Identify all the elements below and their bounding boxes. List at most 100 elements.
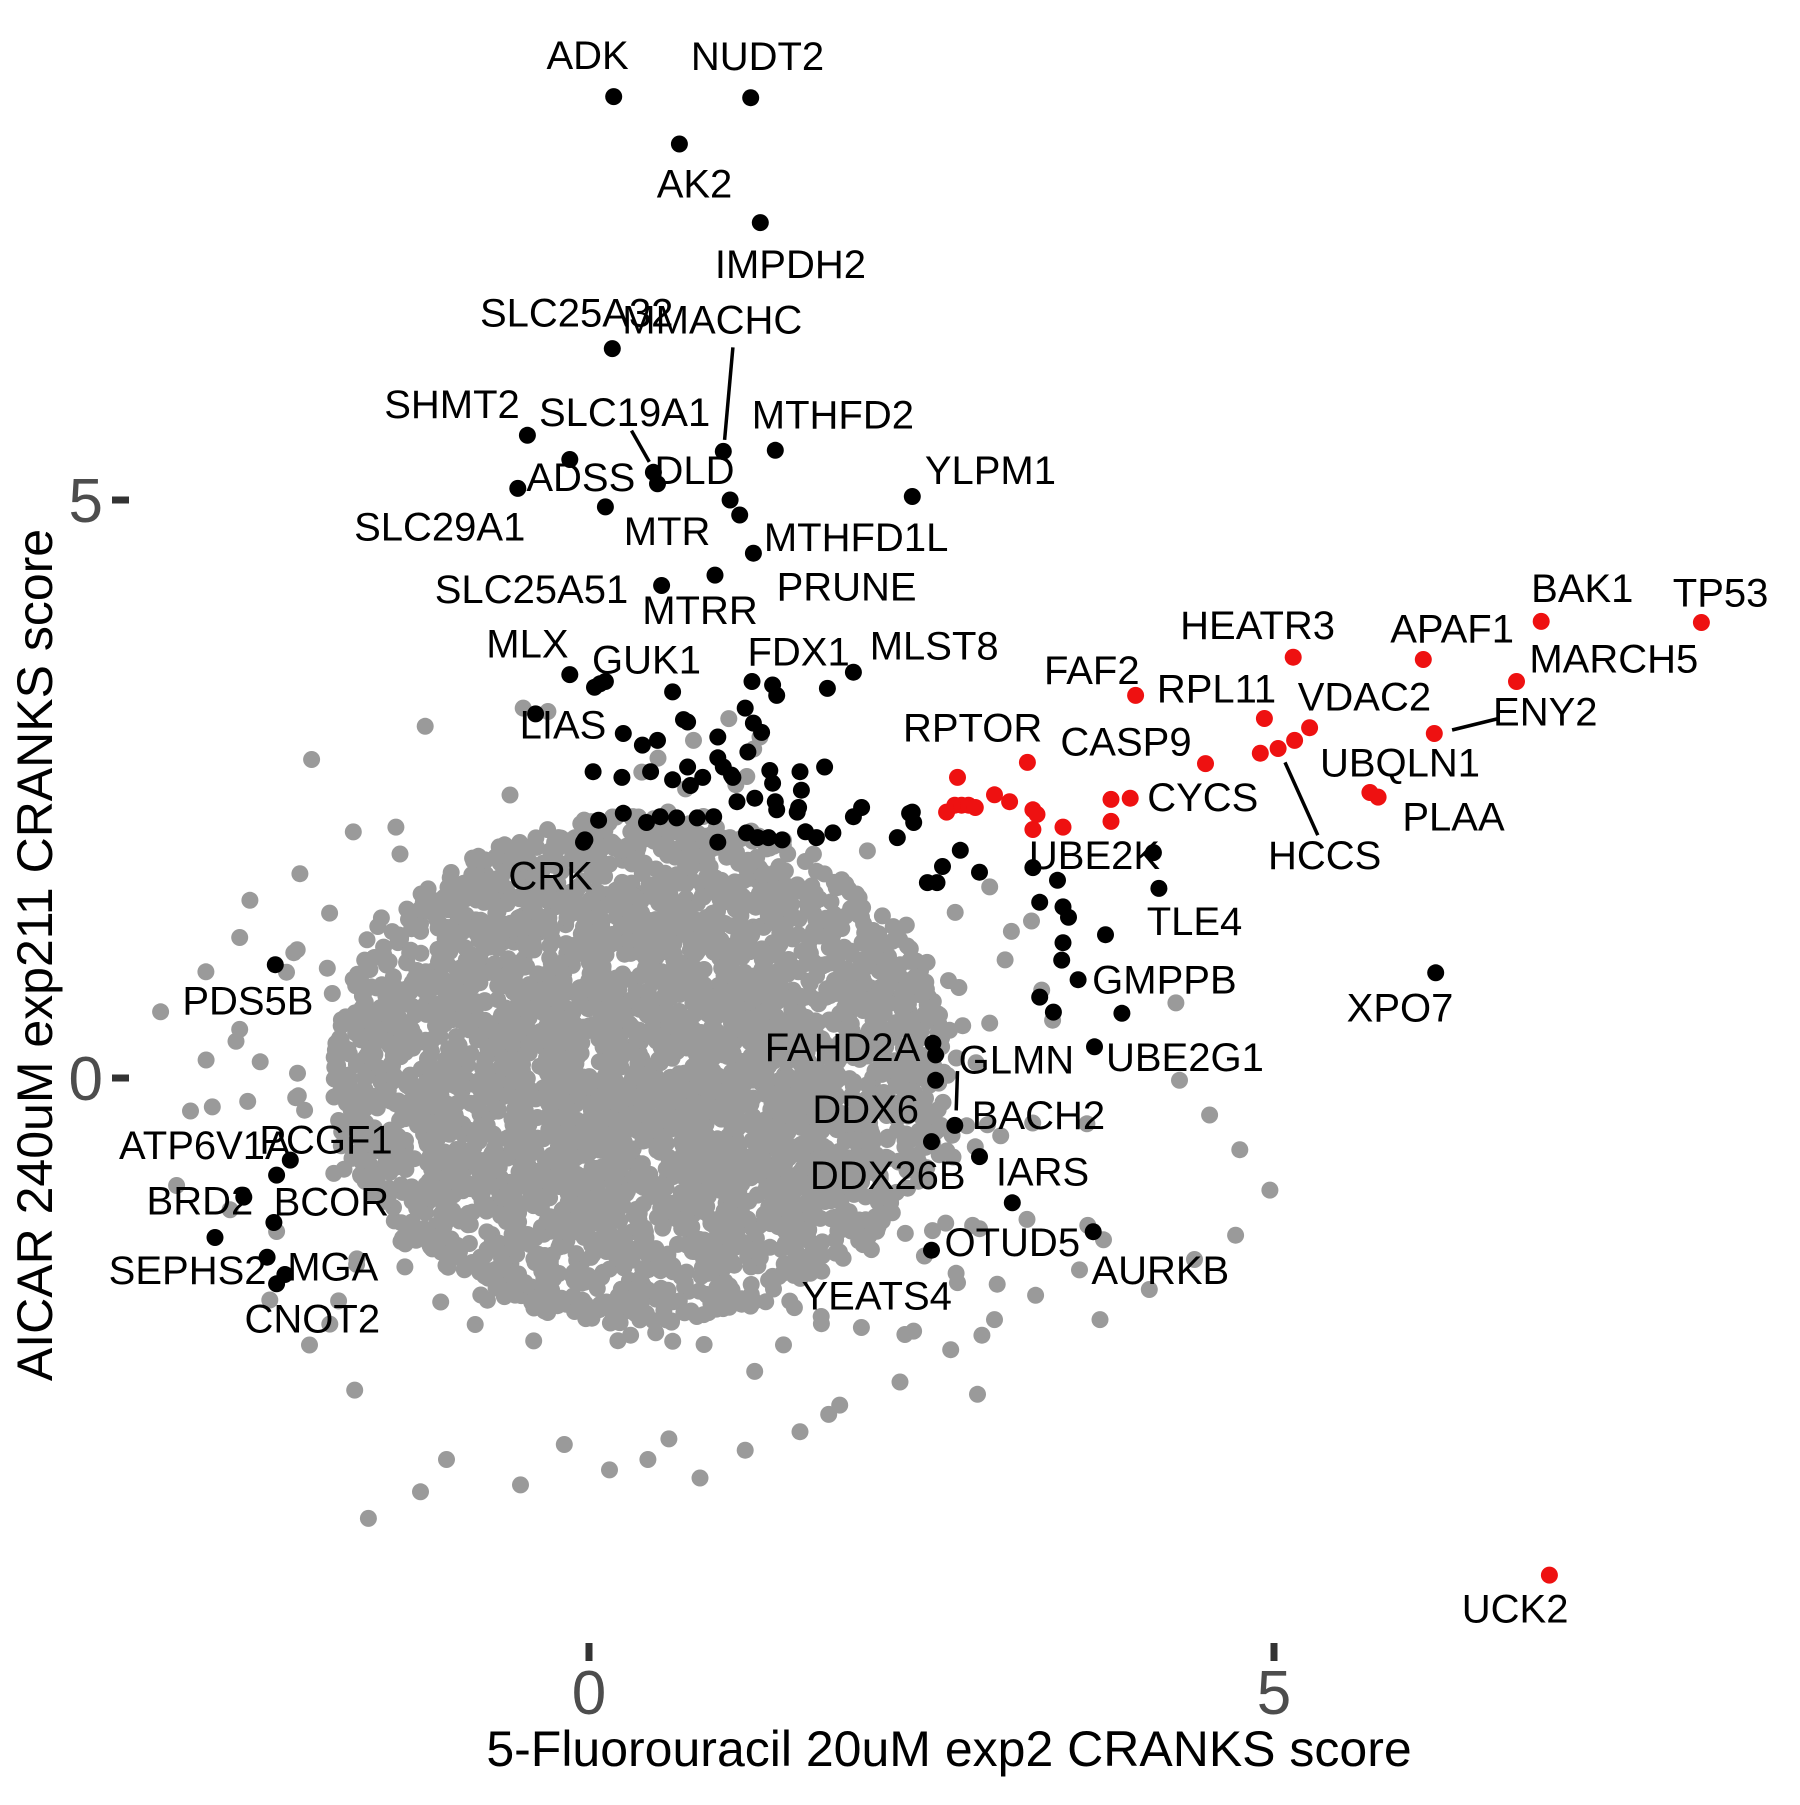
- background-point: [770, 1192, 788, 1210]
- background-point: [681, 858, 699, 876]
- background-point: [700, 1304, 717, 1322]
- gene-label-MARCH5: MARCH5: [1529, 637, 1698, 681]
- background-point: [556, 1222, 574, 1240]
- background-point: [289, 1087, 307, 1105]
- background-point: [471, 1263, 489, 1281]
- background-point: [398, 1076, 416, 1094]
- background-point: [869, 1002, 887, 1020]
- background-point: [548, 1126, 566, 1144]
- data-point-CNOT2: [268, 1275, 286, 1293]
- background-point: [549, 1081, 567, 1099]
- background-point: [556, 1174, 574, 1192]
- background-point: [954, 1017, 972, 1035]
- background-point: [680, 1115, 698, 1133]
- background-point: [748, 1126, 766, 1144]
- background-point: [432, 1293, 450, 1311]
- hit-point-black: [584, 763, 602, 781]
- background-point: [1071, 1261, 1088, 1279]
- hit-point-black: [709, 833, 727, 851]
- background-point: [762, 896, 780, 913]
- gene-label-ENY2: ENY2: [1493, 691, 1598, 735]
- hit-point-red: [1102, 790, 1120, 808]
- background-point: [899, 995, 917, 1013]
- data-point-FAF2: [1127, 686, 1145, 704]
- background-point: [493, 867, 511, 885]
- background-point: [421, 1035, 439, 1053]
- background-point: [576, 942, 594, 960]
- gene-label-UBE2K: UBE2K: [1029, 834, 1160, 878]
- background-point: [368, 979, 385, 997]
- background-point: [918, 953, 936, 971]
- background-point: [519, 838, 537, 856]
- background-point: [651, 1054, 669, 1072]
- background-point: [392, 1152, 410, 1170]
- hit-point-red: [1001, 793, 1019, 811]
- background-point: [495, 923, 513, 941]
- background-point: [609, 1332, 627, 1350]
- background-point: [530, 1172, 548, 1190]
- data-point-UCK2: [1540, 1566, 1558, 1584]
- gene-label-SHMT2: SHMT2: [384, 383, 520, 427]
- gene-label-TP53: TP53: [1673, 572, 1769, 616]
- data-point-FDX1: [844, 663, 862, 681]
- background-point: [816, 1104, 834, 1121]
- background-point: [1078, 1115, 1096, 1133]
- background-point: [958, 1117, 976, 1135]
- gene-label-MTHFD1L: MTHFD1L: [764, 516, 948, 560]
- background-point: [441, 869, 459, 887]
- data-point-BACH2: [971, 1148, 988, 1166]
- background-point: [728, 1000, 746, 1018]
- background-point: [724, 937, 742, 955]
- background-point: [680, 900, 698, 918]
- background-point: [494, 1254, 512, 1271]
- background-point: [783, 1256, 801, 1274]
- background-point: [732, 887, 750, 905]
- gene-label-HCCS: HCCS: [1268, 834, 1381, 878]
- background-point: [610, 981, 628, 999]
- background-point: [828, 1121, 846, 1139]
- background-point: [1227, 1226, 1245, 1244]
- hit-point-red: [949, 768, 966, 786]
- background-point: [592, 1072, 610, 1089]
- background-point: [720, 710, 738, 728]
- background-point: [809, 1150, 827, 1168]
- background-point: [697, 871, 715, 889]
- background-point: [896, 1138, 914, 1156]
- background-point: [674, 1157, 692, 1175]
- gene-label-FAHD2A: FAHD2A: [765, 1026, 921, 1070]
- background-point: [1018, 1210, 1036, 1228]
- background-point: [726, 1220, 744, 1238]
- background-point: [819, 1083, 837, 1101]
- data-point-IMPDH2: [751, 214, 769, 232]
- hit-point-black: [1031, 988, 1049, 1006]
- data-point-ENY2: [1425, 725, 1443, 742]
- background-point: [633, 854, 651, 872]
- background-point: [387, 818, 405, 836]
- background-point: [812, 1308, 830, 1325]
- background-point: [660, 1430, 678, 1448]
- background-point: [451, 1243, 468, 1261]
- data-point-SLC25A32: [603, 340, 621, 358]
- background-point: [837, 875, 855, 893]
- gene-label-MLST8: MLST8: [870, 625, 999, 669]
- background-point: [1171, 1071, 1188, 1089]
- background-point: [776, 1035, 794, 1053]
- hit-point-black: [888, 829, 906, 847]
- background-point: [728, 1135, 746, 1153]
- background-point: [696, 976, 714, 994]
- background-point: [684, 1058, 702, 1075]
- background-point: [493, 1006, 510, 1024]
- background-point: [1002, 922, 1020, 940]
- gene-label-RPL11: RPL11: [1157, 667, 1276, 711]
- background-point: [486, 1145, 504, 1163]
- background-point: [514, 1055, 531, 1073]
- data-point-SLC29A1: [509, 479, 527, 497]
- background-point: [801, 944, 819, 962]
- background-point: [910, 1122, 928, 1140]
- background-point: [687, 944, 705, 962]
- background-point: [937, 1214, 955, 1232]
- background-point: [685, 731, 702, 749]
- hit-point-black: [668, 809, 686, 827]
- gene-label-OTUD5: OTUD5: [945, 1221, 1081, 1265]
- background-point: [550, 829, 567, 847]
